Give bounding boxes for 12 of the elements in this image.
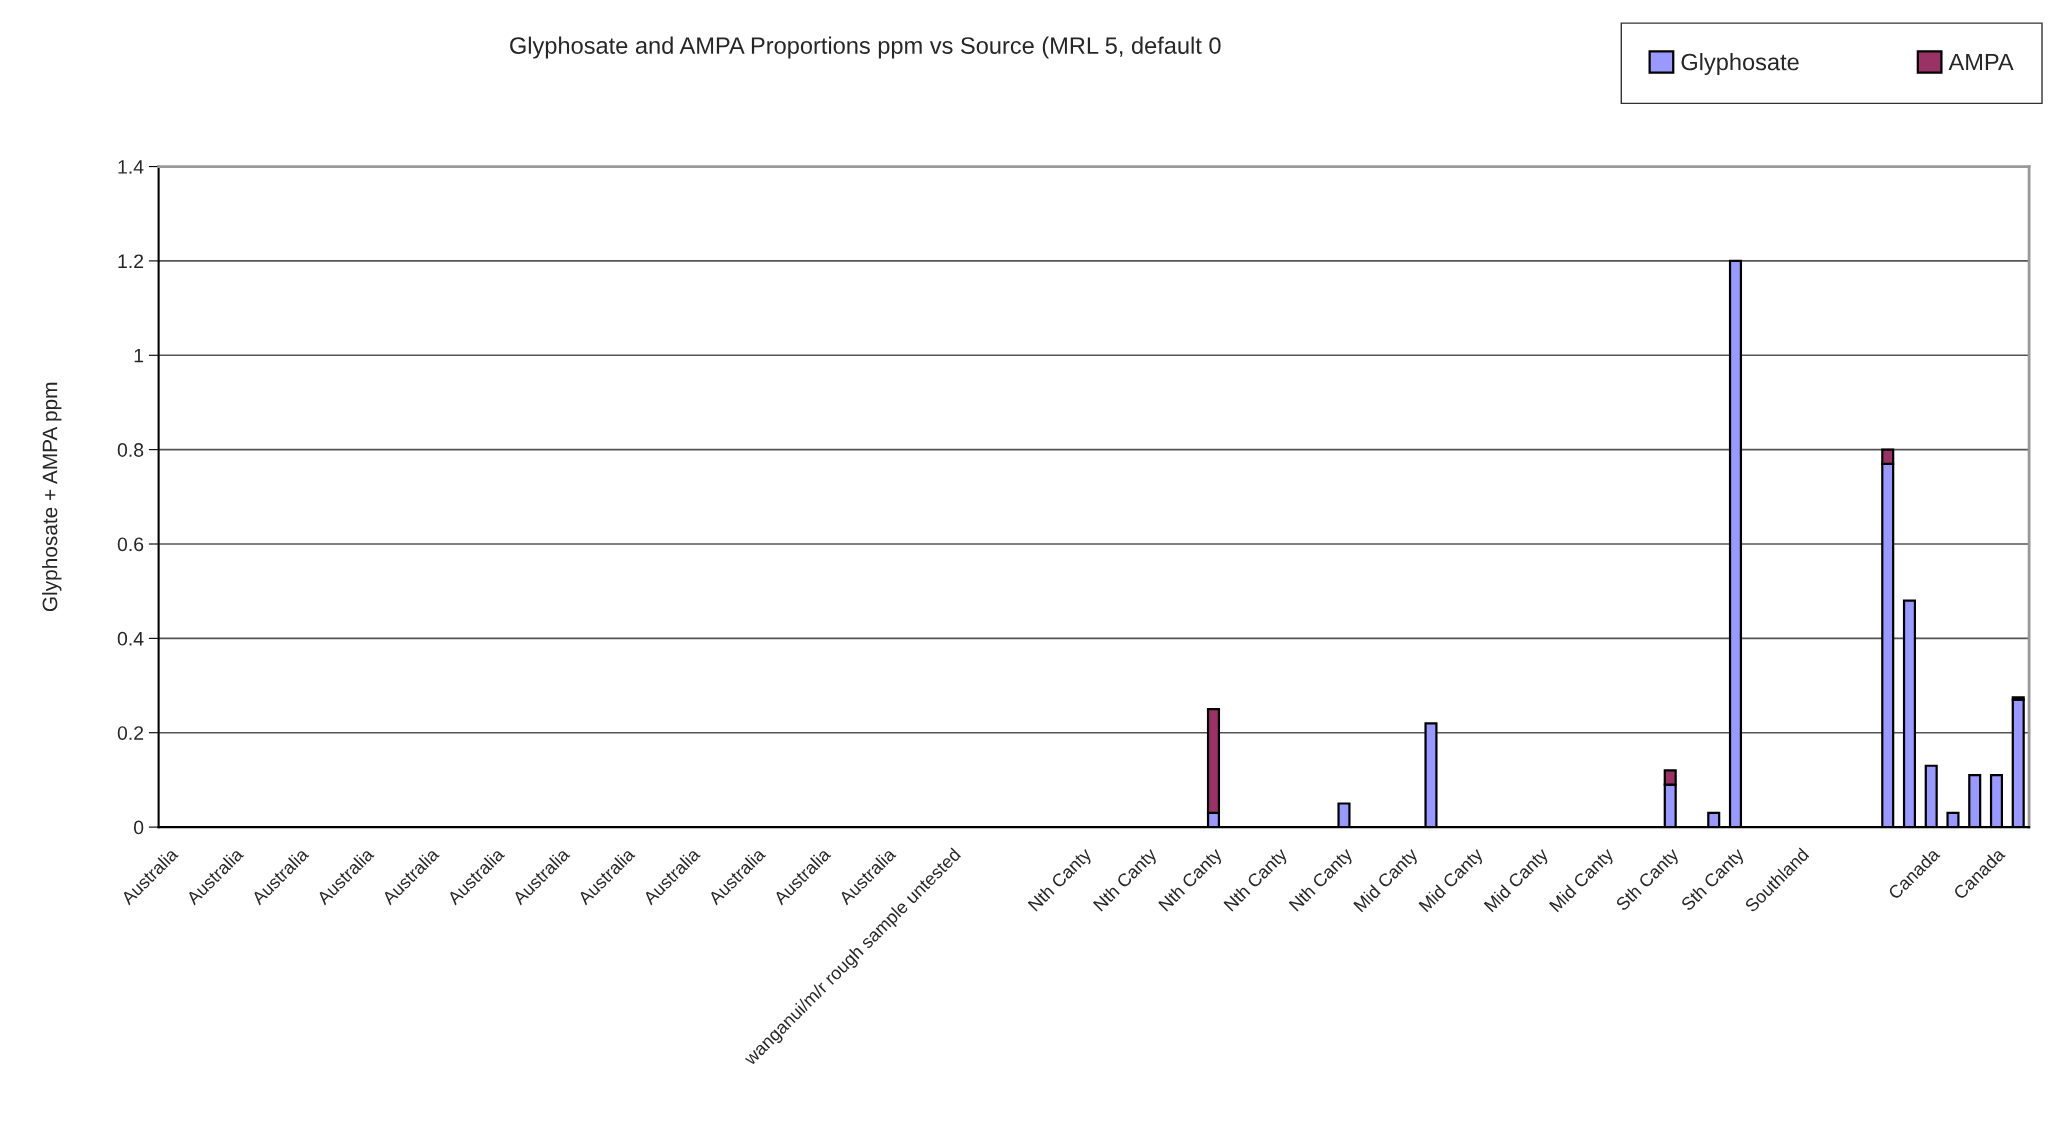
y-tick-label: 0.8: [117, 443, 144, 457]
y-tick-label: 1: [134, 348, 144, 363]
chart-title: Glyphosate and AMPA Proportions ppm vs Source (MRL 5, default 0: [510, 36, 1221, 59]
y-tick-label: 0.4: [117, 631, 144, 646]
legend-label: AMPA: [1948, 53, 2014, 71]
y-tick-label: 1.4: [118, 160, 144, 174]
y-tick-label: 0: [133, 820, 144, 835]
y-axis-title: Glyphosate + AMPA ppm: [42, 382, 62, 612]
y-tick-label: 1.2: [118, 254, 144, 268]
y-tick-label: 0.2: [117, 726, 144, 740]
legend-label: Glyphosate: [1681, 53, 1799, 76]
y-tick-label: 0.6: [117, 537, 144, 552]
